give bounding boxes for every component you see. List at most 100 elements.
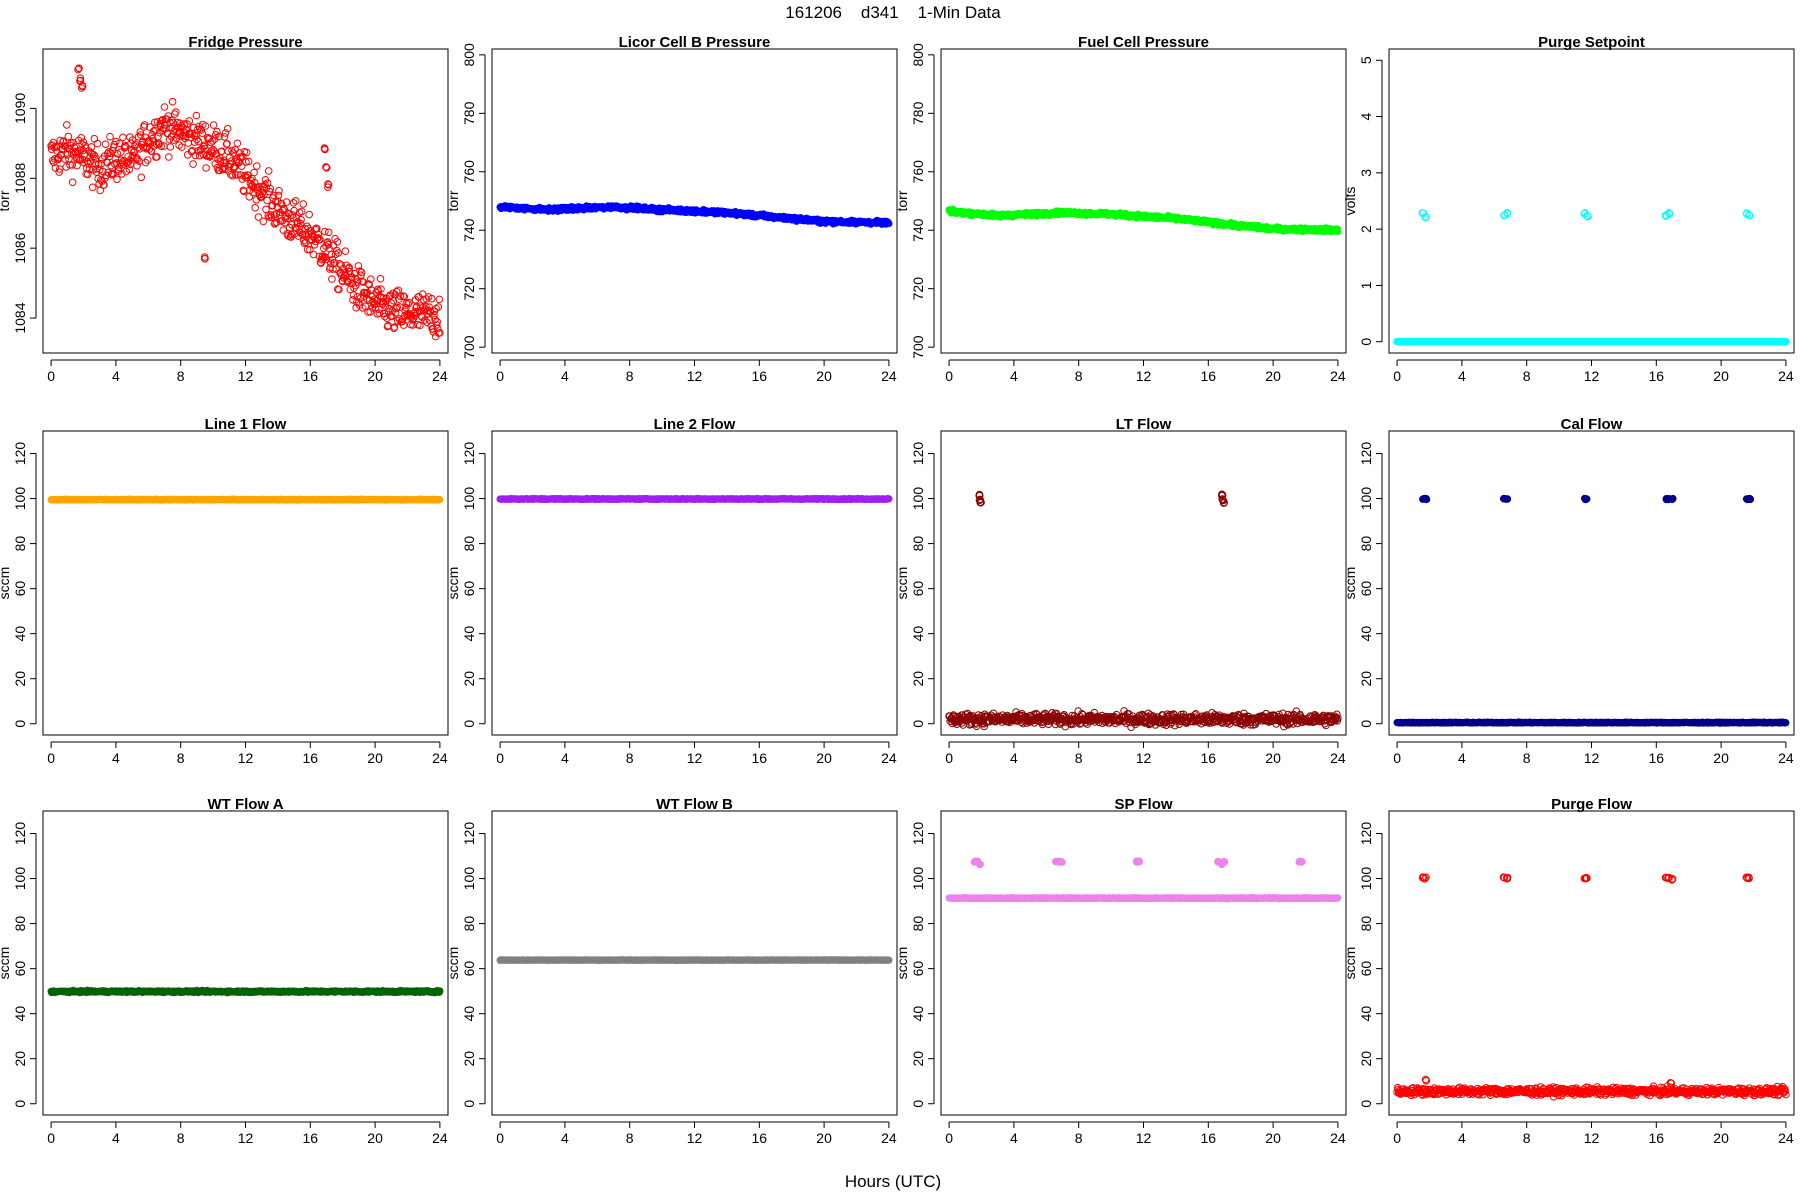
data-point (172, 108, 180, 116)
data-point (213, 127, 221, 136)
data-point (169, 118, 177, 127)
data-point (151, 126, 160, 135)
x-tick-label: 0 (47, 750, 55, 766)
data-point (260, 191, 268, 199)
data-point (157, 142, 166, 150)
data-points (496, 202, 893, 228)
x-tick-label: 24 (1778, 368, 1794, 384)
data-point (1051, 720, 1060, 729)
data-point (289, 199, 298, 207)
y-axis-label: volts (1342, 187, 1358, 216)
data-point (108, 171, 116, 179)
data-point (201, 144, 209, 153)
data-point (64, 132, 73, 141)
data-point (178, 143, 186, 151)
x-tick-label: 16 (1649, 368, 1665, 384)
y-tick-label: 80 (461, 536, 477, 552)
data-point (274, 191, 283, 200)
x-tick-label: 8 (626, 368, 634, 384)
data-point (297, 207, 306, 216)
data-point (166, 143, 175, 151)
plot-frame (42, 430, 449, 736)
data-point (197, 126, 205, 134)
data-point (335, 260, 344, 268)
data-point (430, 311, 438, 320)
y-axis-label: torr (894, 190, 910, 211)
spike-point (321, 145, 329, 153)
data-point (299, 200, 308, 208)
y-axis-label: torr (445, 190, 461, 211)
data-points (945, 490, 1342, 732)
x-tick-label: 12 (687, 750, 703, 766)
data-point (124, 152, 133, 161)
x-tick-label: 20 (367, 368, 383, 384)
panel-title: Line 2 Flow (654, 416, 736, 433)
data-point (91, 152, 99, 160)
y-axis-label: torr (0, 190, 12, 211)
data-point (354, 278, 362, 286)
data-point (87, 143, 96, 151)
y-tick-label: 100 (461, 487, 477, 511)
y-tick-label: 1084 (12, 302, 28, 333)
data-point (61, 143, 70, 151)
data-point (242, 158, 250, 166)
y-tick-label: 780 (461, 101, 477, 125)
data-point (316, 235, 324, 244)
spike-point (1421, 213, 1430, 221)
data-point (376, 274, 385, 283)
data-point (113, 175, 121, 184)
data-point (101, 140, 110, 148)
data-point (392, 304, 401, 313)
data-point (422, 302, 430, 311)
data-point (161, 120, 169, 129)
data-point (208, 149, 216, 157)
data-point (250, 168, 258, 177)
data-point (433, 324, 442, 333)
data-points (1393, 209, 1790, 346)
data-point (980, 722, 989, 731)
data-point (290, 206, 298, 215)
data-point (335, 285, 343, 294)
x-tick-label: 8 (1075, 368, 1083, 384)
y-tick-label: 0 (461, 720, 477, 728)
data-point (84, 160, 93, 168)
data-point (233, 139, 242, 148)
y-tick-label: 2 (1358, 225, 1374, 233)
data-point (192, 111, 201, 120)
data-point (155, 140, 163, 149)
data-points (47, 64, 444, 341)
spike-point (324, 180, 332, 188)
data-point (189, 160, 197, 168)
data-point (137, 173, 146, 182)
data-point (357, 268, 366, 277)
data-point (104, 168, 113, 177)
panel-title: Purge Setpoint (1538, 34, 1645, 51)
data-point (194, 137, 203, 146)
y-tick-label: 40 (12, 626, 28, 642)
data-point (345, 263, 354, 272)
y-tick-label: 700 (461, 335, 477, 359)
data-point (377, 285, 385, 293)
x-tick-label: 12 (1584, 368, 1600, 384)
y-tick-label: 760 (910, 160, 926, 184)
data-point (365, 281, 374, 289)
x-tick-label: 4 (112, 750, 120, 766)
data-point (201, 122, 210, 130)
y-tick-label: 4 (1358, 112, 1374, 120)
data-point (396, 292, 405, 301)
data-point (416, 321, 424, 330)
data-point (305, 210, 314, 219)
spike-point (76, 74, 85, 82)
data-point (88, 183, 97, 192)
x-tick-label: 24 (881, 368, 897, 384)
x-tick-label: 8 (1523, 368, 1531, 384)
data-point (356, 267, 364, 275)
y-tick-label: 20 (461, 671, 477, 687)
data-point (125, 165, 134, 174)
data-point (106, 132, 114, 141)
data-point (118, 170, 126, 178)
data-point (151, 118, 159, 127)
